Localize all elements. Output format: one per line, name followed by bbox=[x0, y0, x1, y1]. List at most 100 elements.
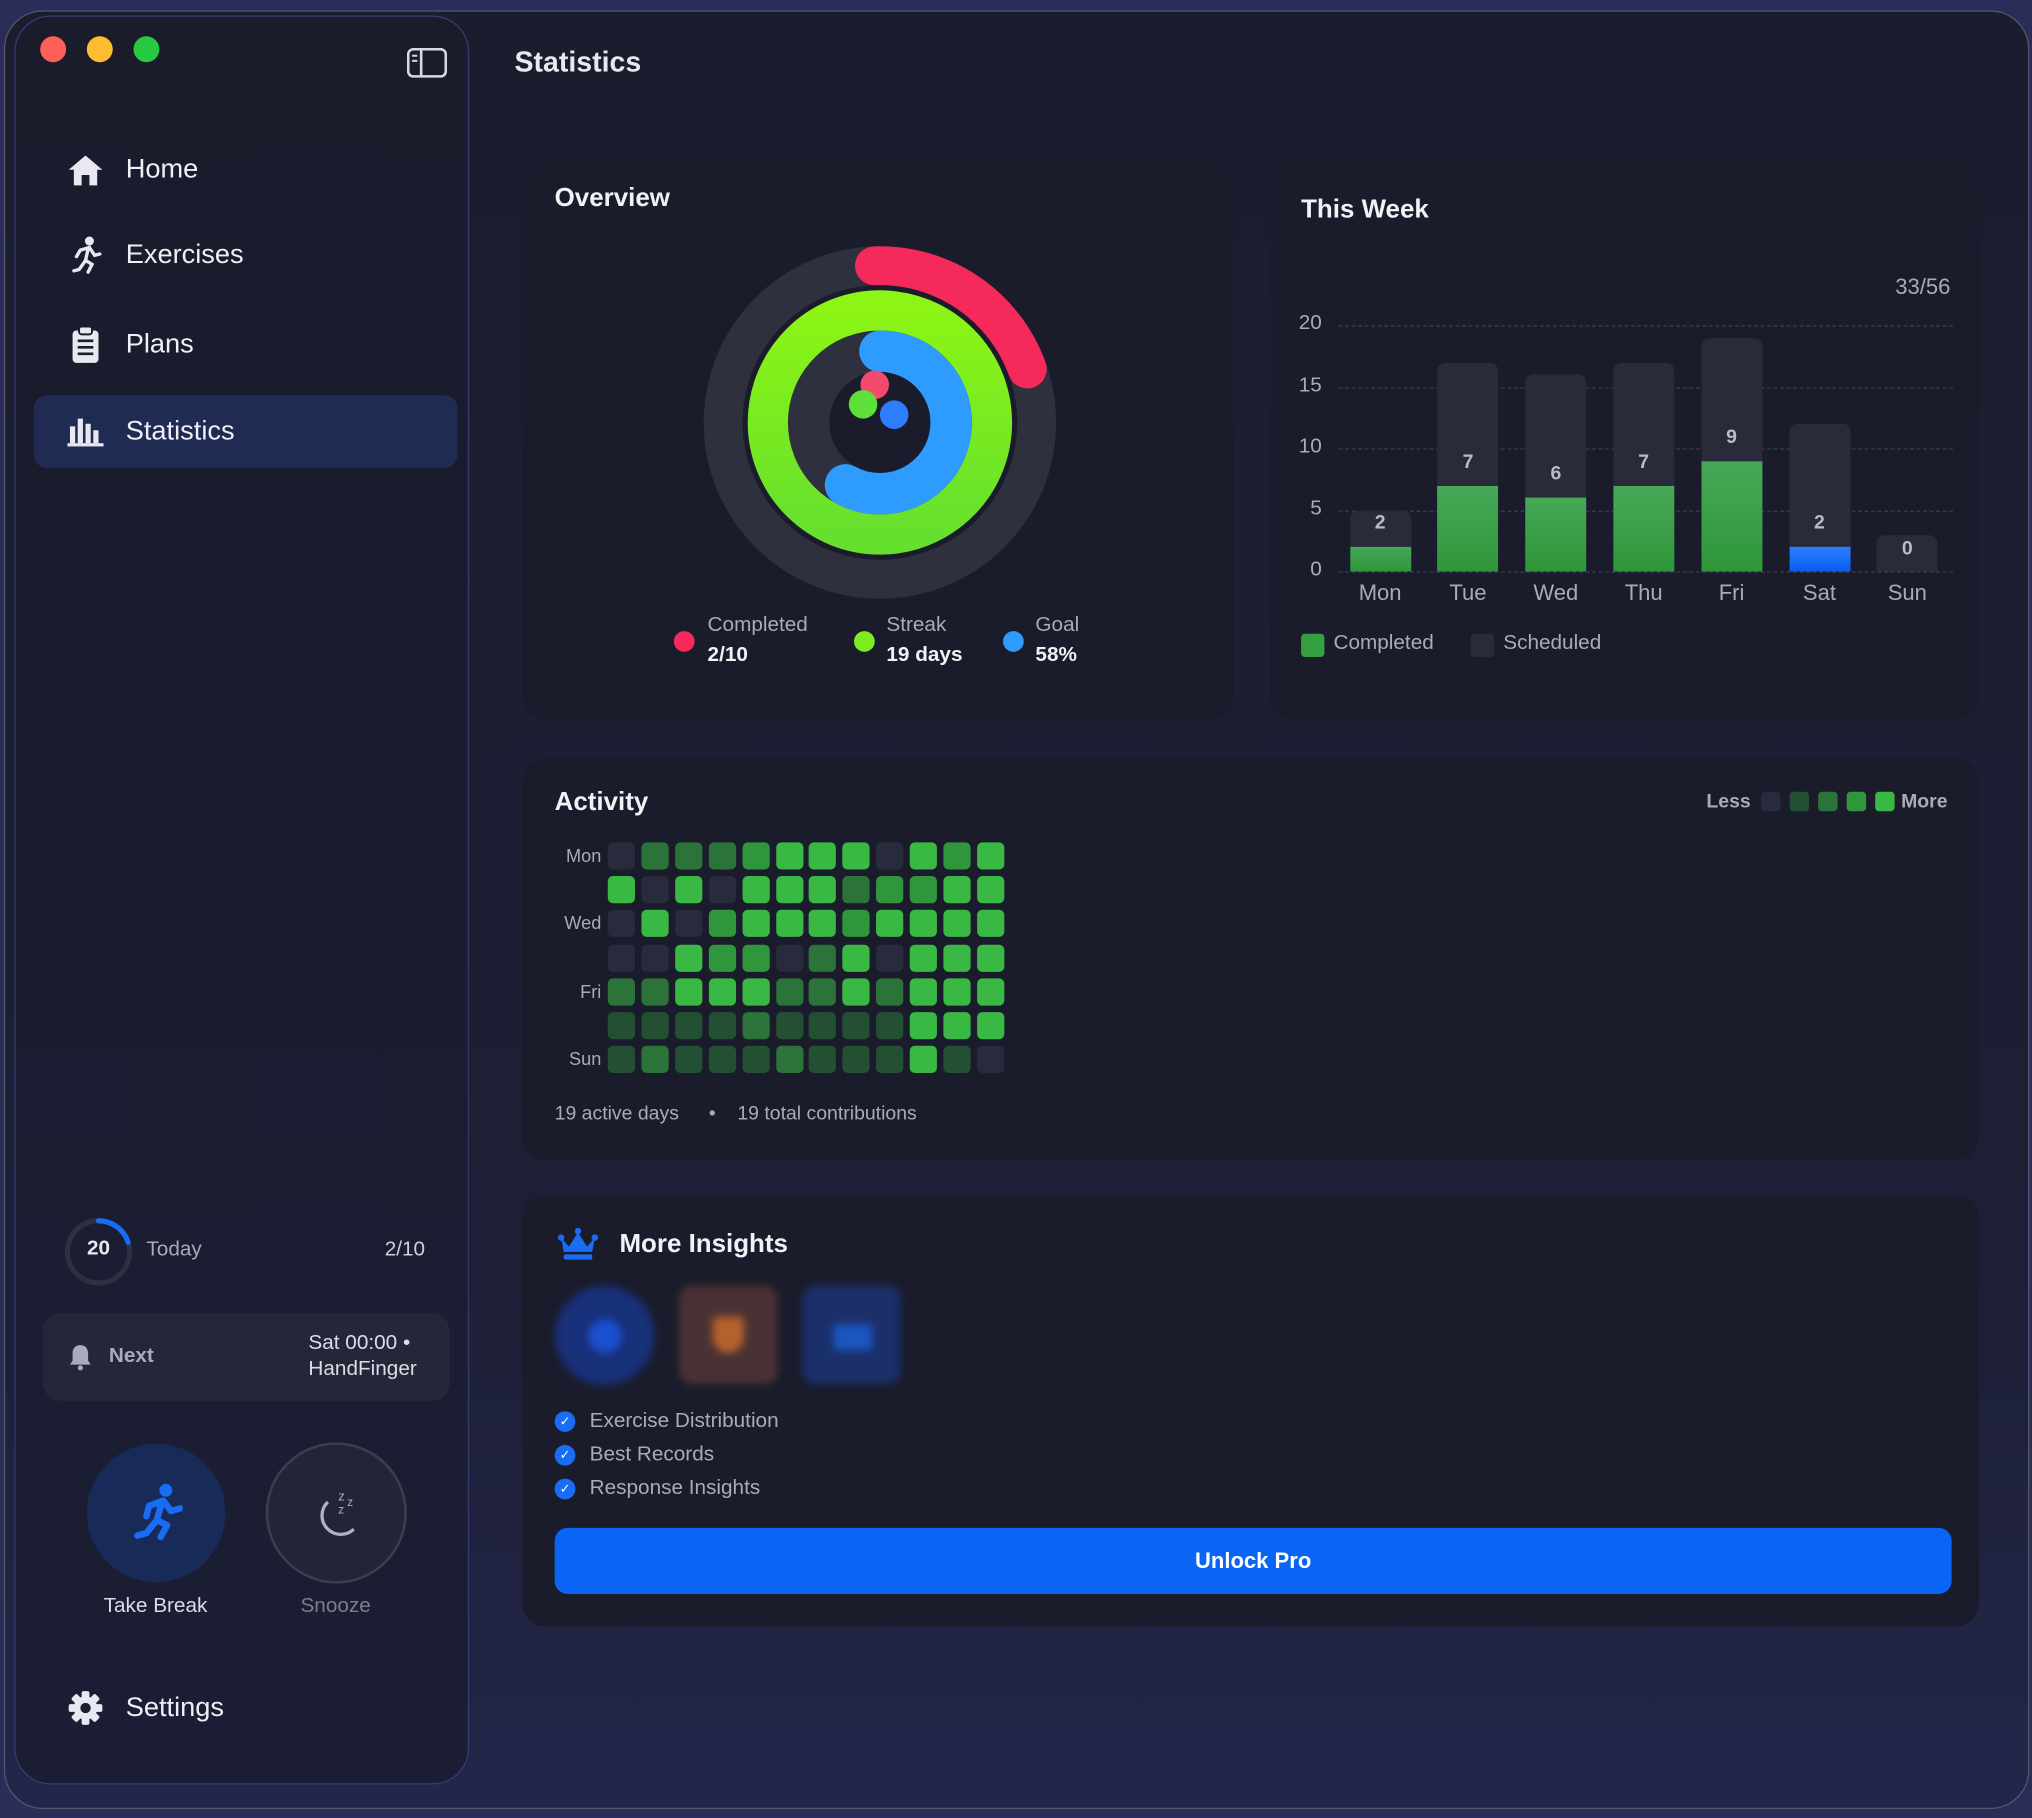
heatmap-cell bbox=[674, 842, 703, 870]
heatmap-cell bbox=[842, 1046, 870, 1074]
sidebar-item-statistics[interactable]: Statistics bbox=[33, 395, 458, 468]
heatmap-cell bbox=[943, 978, 971, 1006]
checkmark-icon: ✓ bbox=[554, 1411, 576, 1432]
heatmap-cell bbox=[842, 910, 870, 938]
today-count: 20 bbox=[86, 1237, 111, 1260]
sidebar-item-home[interactable]: Home bbox=[34, 133, 458, 206]
day-label: Sun bbox=[569, 1048, 602, 1070]
legend-dot bbox=[673, 631, 695, 652]
heatmap-cell bbox=[943, 1012, 971, 1040]
snooze-label: Snooze bbox=[300, 1595, 371, 1618]
streak-ring-arc bbox=[747, 290, 1013, 555]
heatmap-cell bbox=[976, 910, 1005, 938]
heatmap-cell bbox=[708, 842, 736, 870]
day-label: Fri bbox=[580, 980, 602, 1002]
sidebar-item-settings[interactable]: Settings bbox=[34, 1672, 458, 1745]
heatmap-cell bbox=[775, 1046, 803, 1074]
heatmap-cell bbox=[809, 876, 837, 904]
y-tick-label: 20 bbox=[1298, 312, 1322, 335]
svg-text:z: z bbox=[338, 1503, 344, 1516]
y-tick-label: 15 bbox=[1298, 373, 1322, 396]
more-insights-title: More Insights bbox=[619, 1229, 788, 1259]
heatmap-cell bbox=[809, 944, 837, 972]
heatmap-cell bbox=[641, 910, 669, 938]
heatmap-cell bbox=[674, 944, 703, 972]
heatmap-cell bbox=[876, 944, 904, 972]
feature-label: Response Insights bbox=[589, 1477, 761, 1500]
heatmap-cell bbox=[809, 1012, 837, 1040]
y-tick-label: 0 bbox=[1310, 558, 1322, 581]
heatmap-cell bbox=[708, 944, 736, 972]
heatmap-cell bbox=[876, 1046, 904, 1074]
x-tick-label: Sat bbox=[1802, 580, 1836, 606]
heatmap-cell bbox=[708, 1046, 736, 1074]
heatmap-cell bbox=[742, 1046, 770, 1074]
zoom-window-button[interactable] bbox=[133, 36, 160, 63]
unlock-pro-button[interactable]: Unlock Pro bbox=[554, 1527, 1952, 1594]
heatmap-cell bbox=[607, 876, 635, 904]
completed-bar bbox=[1613, 485, 1675, 572]
heatmap-cell bbox=[909, 910, 938, 938]
heatmap-cell bbox=[876, 910, 904, 938]
sidebar-item-label: Statistics bbox=[125, 415, 235, 446]
svg-text:z: z bbox=[338, 1488, 344, 1503]
heatmap-cell bbox=[742, 910, 770, 938]
ring-legend-label: Streak bbox=[886, 614, 947, 637]
crown-icon bbox=[557, 1227, 599, 1267]
day-label: Wed bbox=[564, 912, 602, 934]
sidebar-item-label: Home bbox=[125, 154, 199, 185]
bar-value-label: 0 bbox=[1901, 537, 1913, 560]
bar-chart-icon bbox=[802, 1285, 901, 1385]
take-break-label: Take Break bbox=[103, 1595, 208, 1618]
heatmap-cell bbox=[641, 1046, 669, 1074]
completed-bar bbox=[1701, 460, 1763, 572]
center-dot-blue bbox=[879, 400, 909, 429]
day-label: Mon bbox=[566, 844, 602, 866]
y-tick-label: 10 bbox=[1298, 435, 1322, 458]
heatmap-cell bbox=[909, 1012, 938, 1040]
heatmap-cell bbox=[607, 910, 635, 938]
clipboard-icon bbox=[60, 325, 112, 364]
heatmap-cell bbox=[842, 876, 870, 904]
heatmap-cell bbox=[742, 978, 770, 1006]
completed-bar bbox=[1788, 546, 1850, 572]
ring-legend-label: Completed bbox=[707, 614, 808, 637]
bar-value-label: 2 bbox=[1814, 511, 1825, 534]
heatmap-cell bbox=[943, 842, 971, 870]
heatmap-cell bbox=[674, 1046, 703, 1074]
heatmap-cell bbox=[775, 842, 803, 870]
heatmap-cell bbox=[976, 1046, 1005, 1074]
heatmap-cell bbox=[708, 978, 736, 1006]
heatmap-cell bbox=[809, 978, 837, 1006]
heatmap-cell bbox=[842, 1012, 870, 1040]
bar-value-label: 6 bbox=[1550, 462, 1562, 485]
take-break-button[interactable] bbox=[86, 1443, 226, 1583]
legend-dot bbox=[853, 631, 875, 652]
completed-ring-arc bbox=[703, 246, 1057, 599]
level-swatch bbox=[1846, 791, 1867, 812]
legend-dot bbox=[1003, 631, 1024, 652]
feature-response-insights: ✓ Response Insights bbox=[554, 1477, 761, 1500]
ring-legend-value: 2/10 bbox=[707, 644, 748, 667]
heatmap-cell bbox=[943, 1046, 971, 1074]
heatmap-cell bbox=[641, 978, 669, 1006]
total-contributions: 19 total contributions bbox=[737, 1102, 917, 1125]
heatmap-cell bbox=[674, 876, 703, 904]
checkmark-icon: ✓ bbox=[554, 1478, 576, 1500]
heatmap-cell bbox=[842, 842, 870, 870]
heatmap-cell bbox=[674, 1012, 703, 1040]
heatmap-cell bbox=[842, 978, 870, 1006]
heatmap-cell bbox=[876, 978, 904, 1006]
sidebar-item-exercises[interactable]: Exercises bbox=[34, 219, 458, 292]
sidebar-item-plans[interactable]: Plans bbox=[34, 308, 458, 381]
heatmap-cell bbox=[674, 910, 703, 938]
sidebar-toggle-icon[interactable] bbox=[406, 47, 448, 84]
bar-value-label: 7 bbox=[1638, 450, 1650, 473]
close-window-button[interactable] bbox=[40, 36, 67, 63]
heatmap-cell bbox=[909, 978, 938, 1006]
minimize-window-button[interactable] bbox=[86, 36, 113, 63]
heatmap-cell bbox=[976, 876, 1005, 904]
heatmap-cell bbox=[674, 978, 703, 1006]
bar-value-label: 9 bbox=[1726, 425, 1737, 448]
